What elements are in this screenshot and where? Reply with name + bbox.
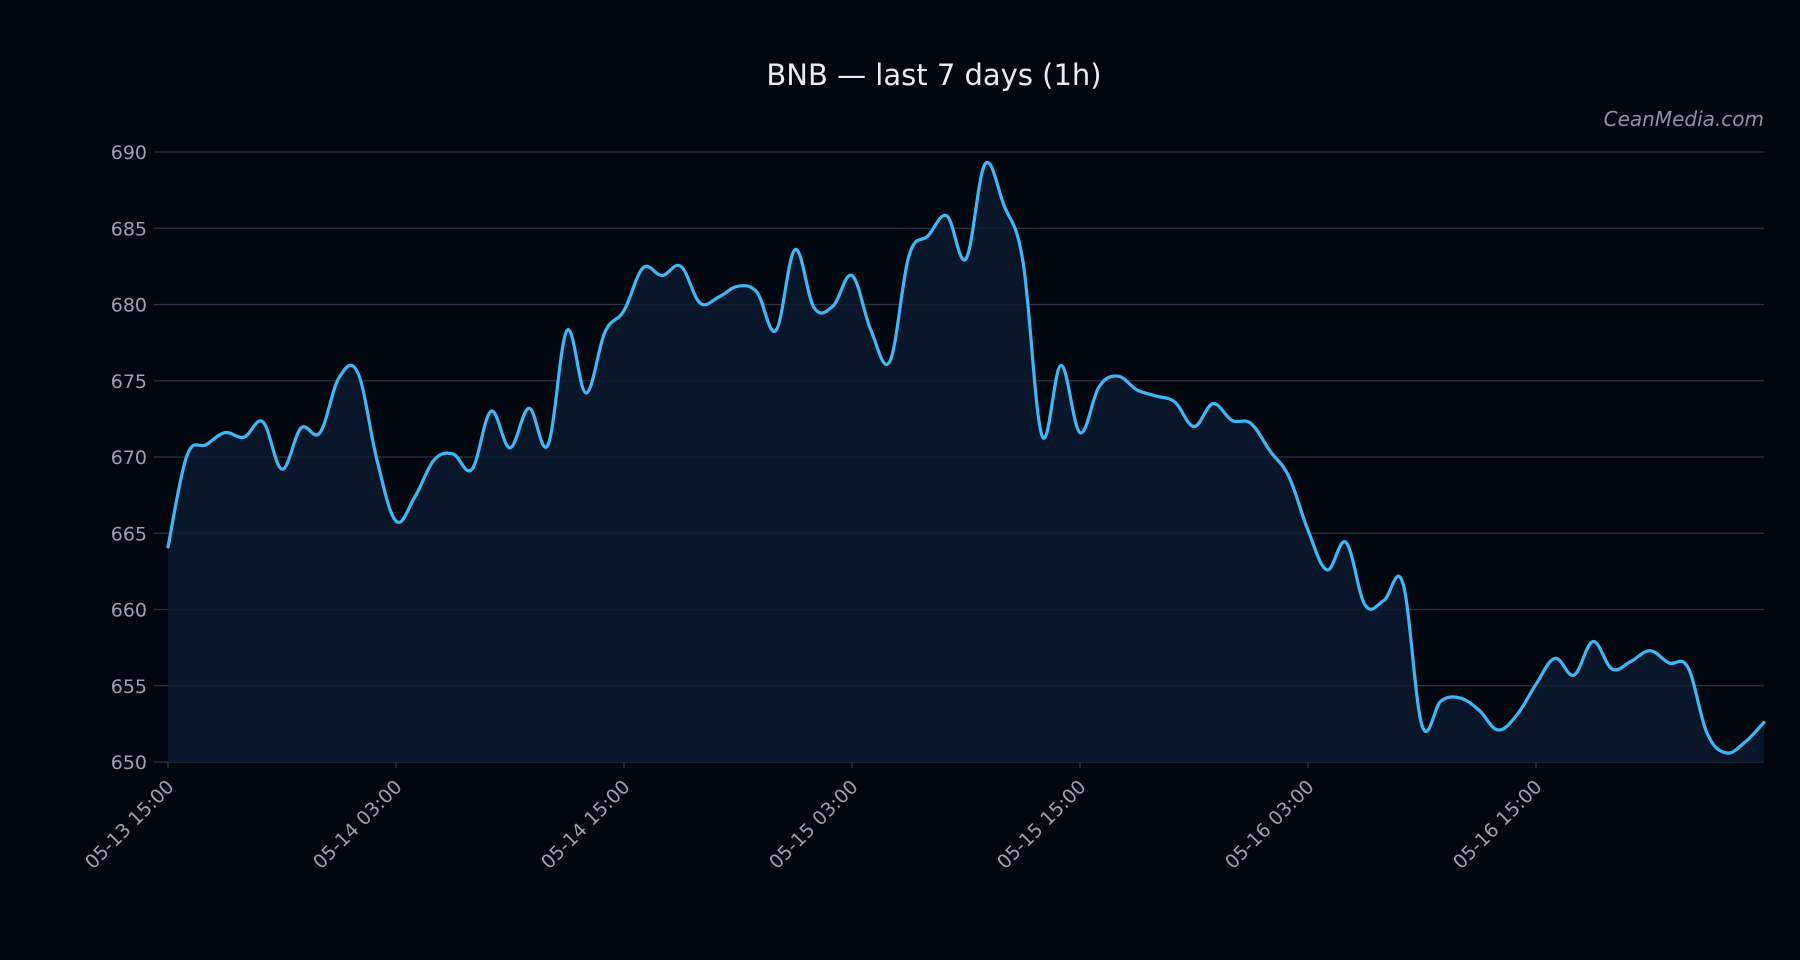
y-tick-label: 675	[111, 371, 147, 393]
y-tick-label: 670	[111, 447, 147, 469]
price-series	[166, 160, 1766, 755]
y-tick-label: 680	[111, 295, 147, 317]
chart-title: BNB — last 7 days (1h)	[766, 58, 1101, 92]
price-line	[166, 160, 1766, 755]
y-tick-label: 650	[111, 752, 147, 774]
y-tick-label: 690	[111, 142, 147, 164]
watermark-text: CeanMedia.com	[1604, 107, 1764, 131]
y-tick-label: 665	[111, 523, 147, 545]
price-area	[168, 162, 1764, 763]
area-fill	[168, 162, 1764, 763]
y-tick-label: 685	[111, 218, 147, 240]
y-tick-label: 660	[111, 600, 147, 622]
y-tick-label: 655	[111, 676, 147, 698]
y-axis: 650 655 660 665 670 675 680 685 690	[111, 142, 147, 774]
